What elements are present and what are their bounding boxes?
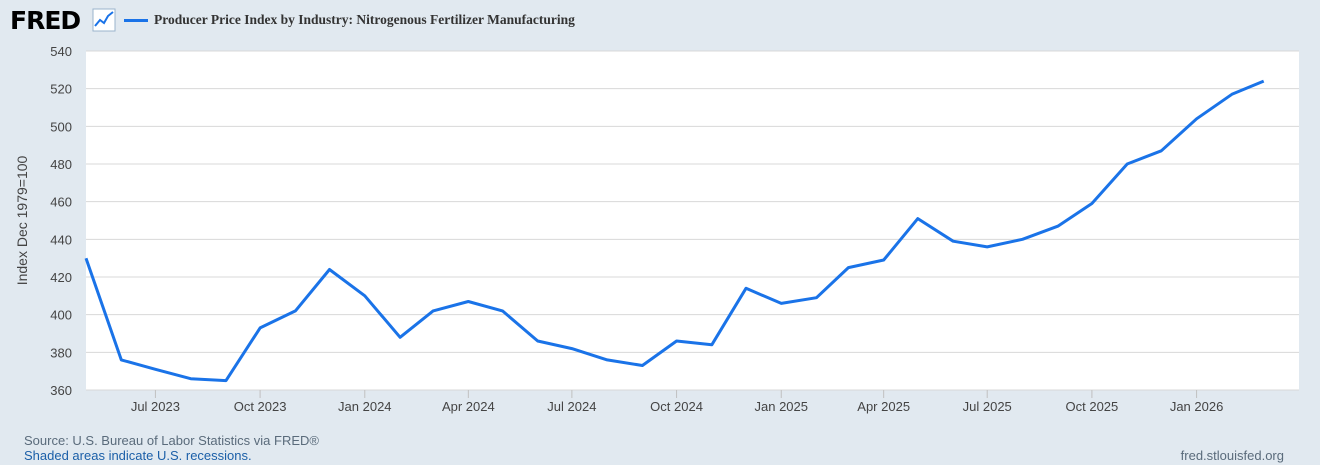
line-chart: 360 380 400 420 440 460 480 500 520 540 Jul 2023 O… [14, 44, 1299, 414]
series-line[interactable] [84, 79, 1265, 383]
data-point[interactable] [1018, 235, 1026, 243]
y-tick-label: 540 [50, 44, 72, 59]
data-point[interactable] [326, 265, 334, 273]
data-point[interactable] [813, 294, 821, 302]
data-point[interactable] [1193, 115, 1201, 123]
data-point[interactable] [429, 307, 437, 315]
x-tick-label: Jan 2024 [338, 399, 392, 414]
x-tick-label: Jul 2023 [131, 399, 180, 414]
y-tick-label: 480 [50, 157, 72, 172]
x-axis: Jul 2023 Oct 2023 Jan 2024 Apr 2024 Jul 2024… [131, 390, 1224, 414]
data-point[interactable] [187, 375, 195, 383]
data-point[interactable] [568, 345, 576, 353]
data-point[interactable] [844, 264, 852, 272]
data-point[interactable] [914, 215, 922, 223]
x-tick-label: Jan 2025 [755, 399, 809, 414]
footer-source: Source: U.S. Bureau of Labor Statistics … [24, 433, 319, 463]
x-tick-label: Jul 2025 [963, 399, 1012, 414]
y-axis-label: Index Dec 1979=100 [14, 155, 30, 285]
data-point[interactable] [291, 307, 299, 315]
y-tick-label: 520 [50, 82, 72, 97]
x-tick-label: Apr 2024 [442, 399, 495, 414]
y-tick-label: 500 [50, 119, 72, 134]
data-point[interactable] [256, 324, 264, 332]
y-tick-label: 460 [50, 195, 72, 210]
fred-logo[interactable]: FRED [10, 6, 81, 35]
data-point[interactable] [1157, 147, 1165, 155]
data-point[interactable] [1123, 160, 1131, 168]
data-point[interactable] [673, 337, 681, 345]
y-axis: 360 380 400 420 440 460 480 500 520 540 [50, 44, 72, 398]
data-point[interactable] [396, 333, 404, 341]
y-tick-label: 440 [50, 232, 72, 247]
data-point[interactable] [880, 256, 888, 264]
data-point[interactable] [464, 297, 472, 305]
data-point[interactable] [1054, 222, 1062, 230]
data-point[interactable] [82, 254, 90, 262]
data-point[interactable] [638, 362, 646, 370]
legend-swatch [124, 19, 148, 22]
y-tick-label: 360 [50, 383, 72, 398]
chart-header: FRED Producer Price Index by Industry: N… [0, 0, 1320, 42]
series-title: Producer Price Index by Industry: Nitrog… [154, 12, 575, 27]
site-link[interactable]: fred.stlouisfed.org [1180, 448, 1284, 463]
y-tick-label: 420 [50, 270, 72, 285]
x-tick-label: Oct 2025 [1066, 399, 1119, 414]
data-point[interactable] [361, 292, 369, 300]
x-tick-label: Oct 2023 [234, 399, 287, 414]
data-point[interactable] [742, 284, 750, 292]
data-point[interactable] [777, 299, 785, 307]
data-point[interactable] [708, 341, 716, 349]
data-point[interactable] [534, 337, 542, 345]
source-text: Source: U.S. Bureau of Labor Statistics … [24, 433, 319, 448]
trend-chart-icon [92, 8, 116, 32]
y-tick-label: 380 [50, 345, 72, 360]
data-point[interactable] [983, 243, 991, 251]
data-point[interactable] [117, 356, 125, 364]
data-point[interactable] [222, 377, 230, 385]
plot-area [86, 51, 1299, 390]
x-tick-label: Oct 2024 [650, 399, 703, 414]
data-point[interactable] [949, 237, 957, 245]
data-point[interactable] [151, 365, 159, 373]
data-point[interactable] [1088, 200, 1096, 208]
x-tick-label: Apr 2025 [857, 399, 910, 414]
data-point[interactable] [603, 356, 611, 364]
data-point[interactable] [1260, 77, 1268, 85]
series-group [82, 77, 1268, 385]
y-tick-label: 400 [50, 308, 72, 323]
data-point[interactable] [1228, 90, 1236, 98]
data-point[interactable] [498, 307, 506, 315]
x-tick-label: Jan 2026 [1170, 399, 1224, 414]
recessions-note-link[interactable]: Shaded areas indicate U.S. recessions. [24, 448, 252, 463]
x-tick-label: Jul 2024 [547, 399, 596, 414]
